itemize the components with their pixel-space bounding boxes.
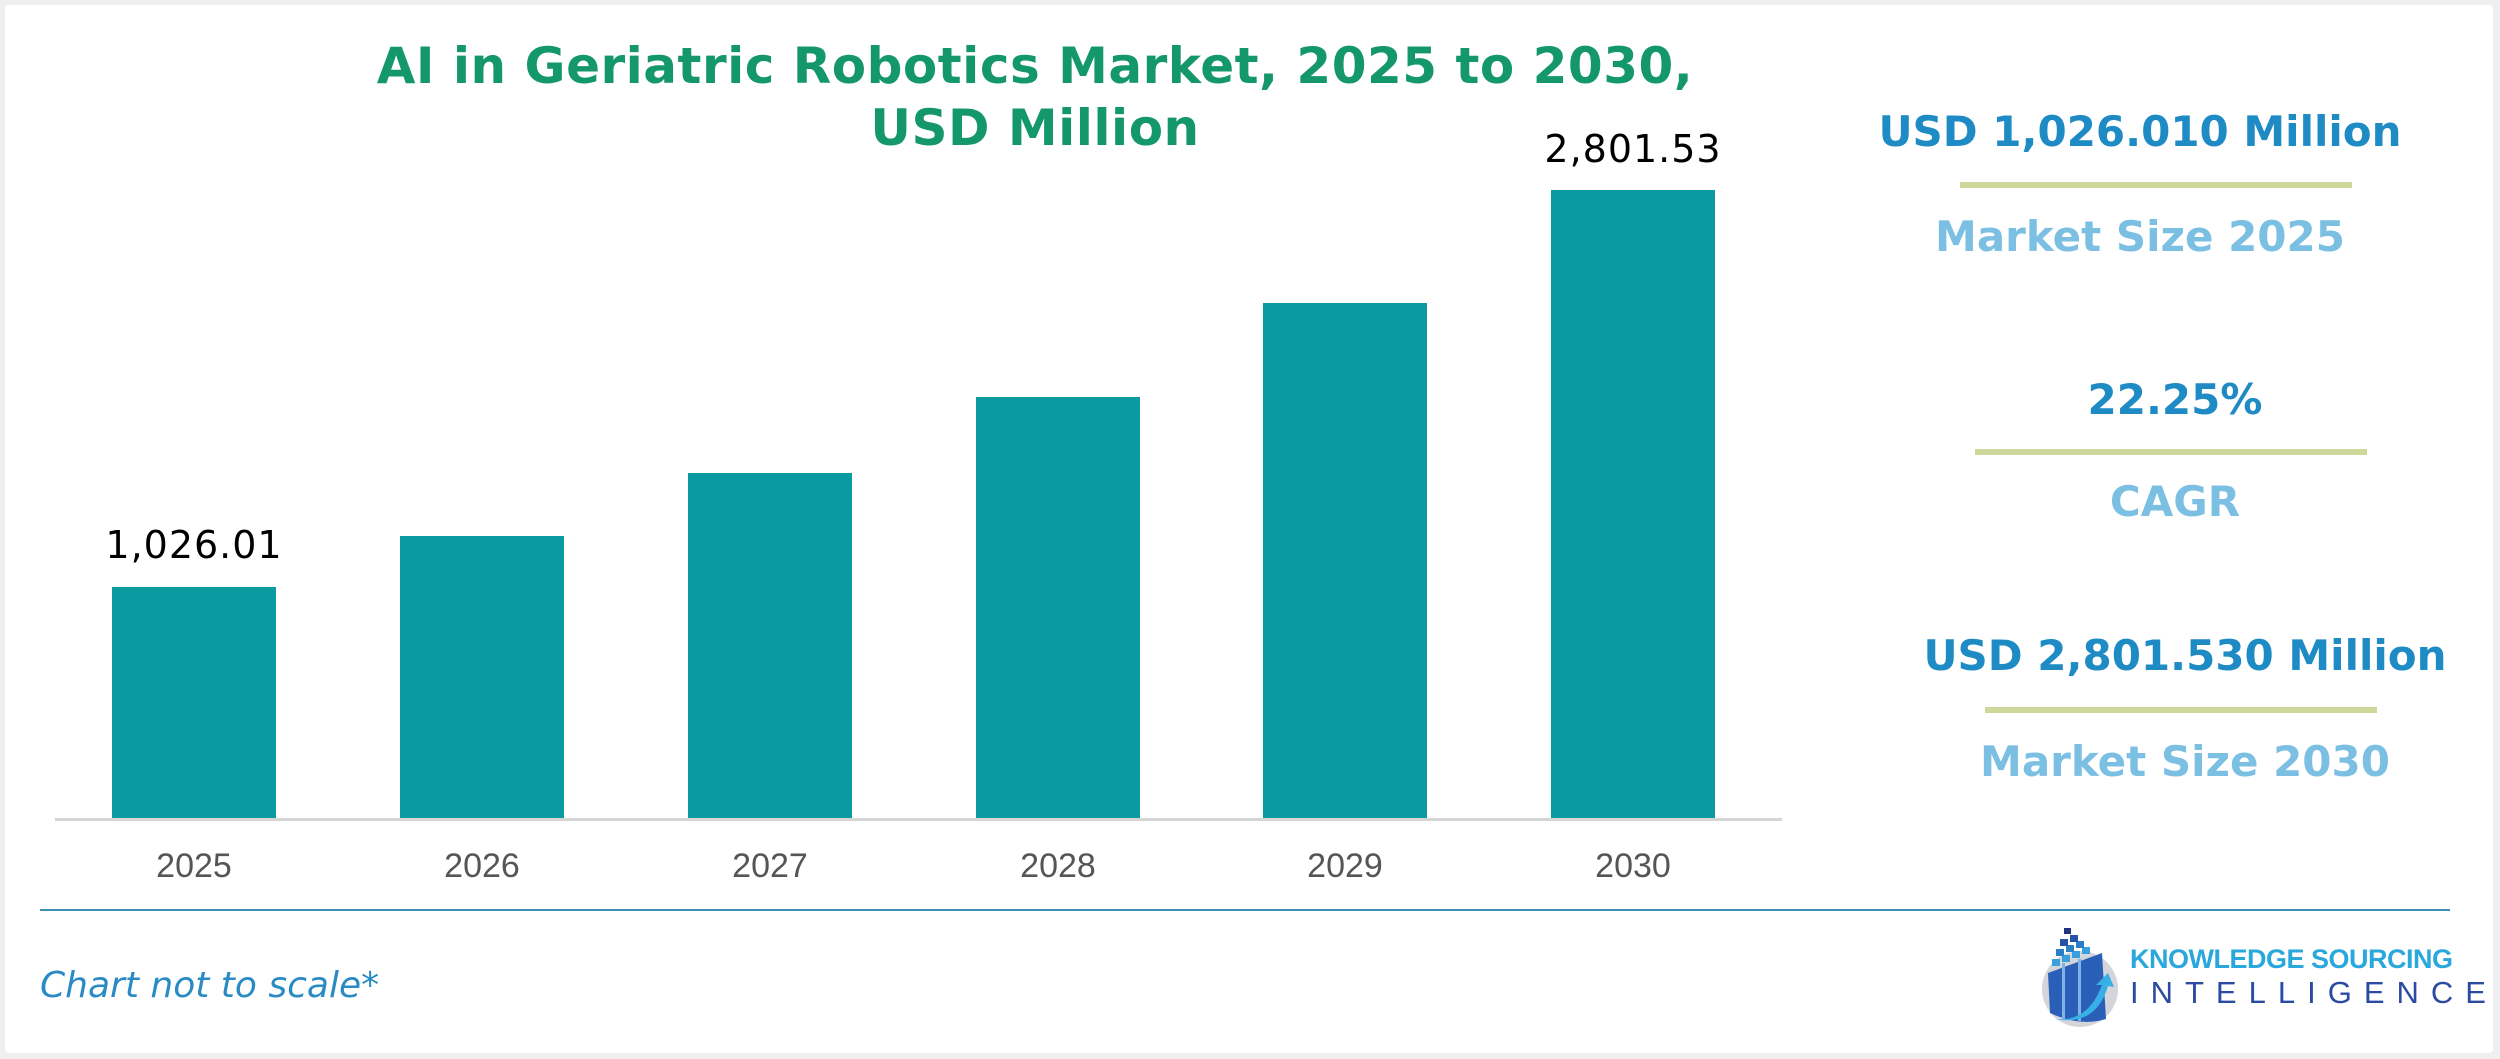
stat-label: CAGR [2109, 477, 2241, 526]
logo-wordmark: KNOWLEDGE SOURCING INTELLIGENCE [2130, 943, 2498, 1011]
x-tick-2030: 2030 [1595, 847, 1671, 885]
x-tick-2029: 2029 [1307, 847, 1383, 885]
chart-title-line2: USD Million [870, 99, 1200, 157]
bar-2029 [1263, 303, 1427, 818]
x-tick-2028: 2028 [1020, 847, 1096, 885]
stat-value: USD 2,801.530 Million [1923, 631, 2447, 680]
stat-value: USD 1,026.010 Million [1878, 107, 2402, 156]
stat-label: Market Size 2030 [1980, 737, 2390, 786]
bar-2028 [976, 397, 1140, 818]
x-tick-2025: 2025 [156, 847, 232, 885]
infographic-card: AI in Geriatric Robotics Market, 2025 to… [5, 5, 2493, 1053]
stat-divider [1975, 449, 2367, 455]
stat-market-size-2025: USD 1,026.010 Million Market Size 2025 [1790, 107, 2490, 262]
logo-line2: INTELLIGENCE [2130, 975, 2498, 1010]
bar-2026 [400, 536, 564, 818]
stat-label: Market Size 2025 [1935, 212, 2345, 261]
stat-value: 22.25% [2087, 375, 2263, 424]
bar-chart-plot: 1,026.01 2,801.53 2025 2026 2027 2028 20… [5, 5, 1805, 905]
chart-title: AI in Geriatric Robotics Market, 2025 to… [325, 35, 1745, 159]
bar-2027 [688, 473, 852, 818]
stat-divider [1960, 182, 2352, 188]
x-tick-2027: 2027 [732, 847, 808, 885]
data-label-2025: 1,026.01 [105, 523, 283, 567]
chart-title-line1: AI in Geriatric Robotics Market, 2025 to… [376, 37, 1694, 95]
x-tick-2026: 2026 [444, 847, 520, 885]
bar-2025 [112, 587, 276, 818]
chart-not-to-scale-note: Chart not to scale* [40, 965, 380, 1006]
logo-line1: KNOWLEDGE SOURCING [2130, 944, 2453, 974]
bar-2030 [1551, 190, 1715, 818]
stat-market-size-2030: USD 2,801.530 Million Market Size 2030 [1835, 631, 2500, 787]
ksi-logo-icon [2042, 928, 2118, 1027]
stat-cagr: 22.25% CAGR [1825, 375, 2500, 527]
company-logo: KNOWLEDGE SOURCING INTELLIGENCE [2040, 923, 2498, 1031]
data-label-2030: 2,801.53 [1544, 127, 1722, 171]
footer-divider [40, 909, 2450, 911]
x-axis-line [55, 818, 1782, 821]
stat-divider [1985, 707, 2377, 713]
